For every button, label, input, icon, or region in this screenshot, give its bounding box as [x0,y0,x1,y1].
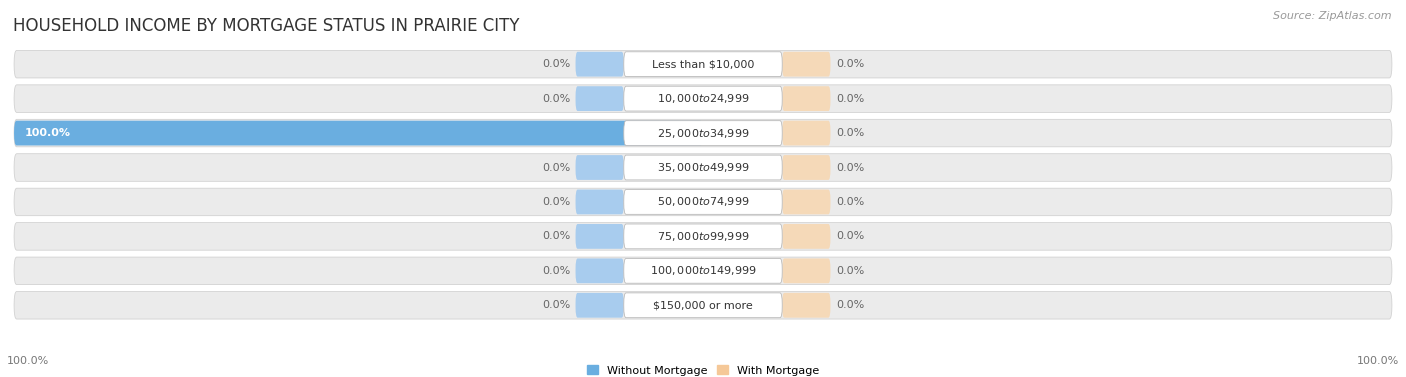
FancyBboxPatch shape [782,190,831,215]
FancyBboxPatch shape [575,293,624,318]
Text: $150,000 or more: $150,000 or more [654,300,752,310]
Text: 0.0%: 0.0% [837,231,865,241]
FancyBboxPatch shape [782,121,831,146]
FancyBboxPatch shape [575,259,624,283]
Text: 0.0%: 0.0% [837,93,865,104]
FancyBboxPatch shape [624,121,782,146]
FancyBboxPatch shape [624,293,782,318]
Text: $50,000 to $74,999: $50,000 to $74,999 [657,195,749,208]
Text: 0.0%: 0.0% [541,300,569,310]
Legend: Without Mortgage, With Mortgage: Without Mortgage, With Mortgage [582,361,824,377]
FancyBboxPatch shape [14,222,1392,250]
FancyBboxPatch shape [575,190,624,215]
Text: Source: ZipAtlas.com: Source: ZipAtlas.com [1274,11,1392,21]
Text: 0.0%: 0.0% [541,231,569,241]
Text: $10,000 to $24,999: $10,000 to $24,999 [657,92,749,105]
FancyBboxPatch shape [624,190,782,215]
FancyBboxPatch shape [782,293,831,318]
FancyBboxPatch shape [14,257,1392,285]
FancyBboxPatch shape [14,119,1392,147]
FancyBboxPatch shape [782,224,831,249]
Text: 0.0%: 0.0% [541,197,569,207]
Text: 100.0%: 100.0% [24,128,70,138]
FancyBboxPatch shape [575,52,624,77]
FancyBboxPatch shape [14,291,1392,319]
FancyBboxPatch shape [575,224,624,249]
Text: $35,000 to $49,999: $35,000 to $49,999 [657,161,749,174]
Text: 0.0%: 0.0% [541,59,569,69]
Text: 0.0%: 0.0% [541,266,569,276]
Text: 0.0%: 0.0% [837,266,865,276]
Text: 100.0%: 100.0% [1357,356,1399,366]
Text: 0.0%: 0.0% [541,93,569,104]
FancyBboxPatch shape [575,86,624,111]
Text: 0.0%: 0.0% [837,300,865,310]
Text: 0.0%: 0.0% [837,162,865,173]
FancyBboxPatch shape [14,154,1392,181]
FancyBboxPatch shape [782,155,831,180]
Text: $75,000 to $99,999: $75,000 to $99,999 [657,230,749,243]
FancyBboxPatch shape [624,52,782,77]
FancyBboxPatch shape [14,121,703,146]
FancyBboxPatch shape [624,155,782,180]
Text: $100,000 to $149,999: $100,000 to $149,999 [650,264,756,277]
FancyBboxPatch shape [624,86,782,111]
Text: 0.0%: 0.0% [837,128,865,138]
FancyBboxPatch shape [624,224,782,249]
FancyBboxPatch shape [782,86,831,111]
Text: 0.0%: 0.0% [837,197,865,207]
Text: 0.0%: 0.0% [541,162,569,173]
Text: Less than $10,000: Less than $10,000 [652,59,754,69]
FancyBboxPatch shape [624,259,782,283]
FancyBboxPatch shape [782,259,831,283]
FancyBboxPatch shape [575,155,624,180]
Text: HOUSEHOLD INCOME BY MORTGAGE STATUS IN PRAIRIE CITY: HOUSEHOLD INCOME BY MORTGAGE STATUS IN P… [13,17,519,35]
Text: $25,000 to $34,999: $25,000 to $34,999 [657,127,749,139]
FancyBboxPatch shape [782,52,831,77]
FancyBboxPatch shape [14,188,1392,216]
FancyBboxPatch shape [14,85,1392,112]
Text: 100.0%: 100.0% [7,356,49,366]
Text: 0.0%: 0.0% [837,59,865,69]
FancyBboxPatch shape [14,51,1392,78]
